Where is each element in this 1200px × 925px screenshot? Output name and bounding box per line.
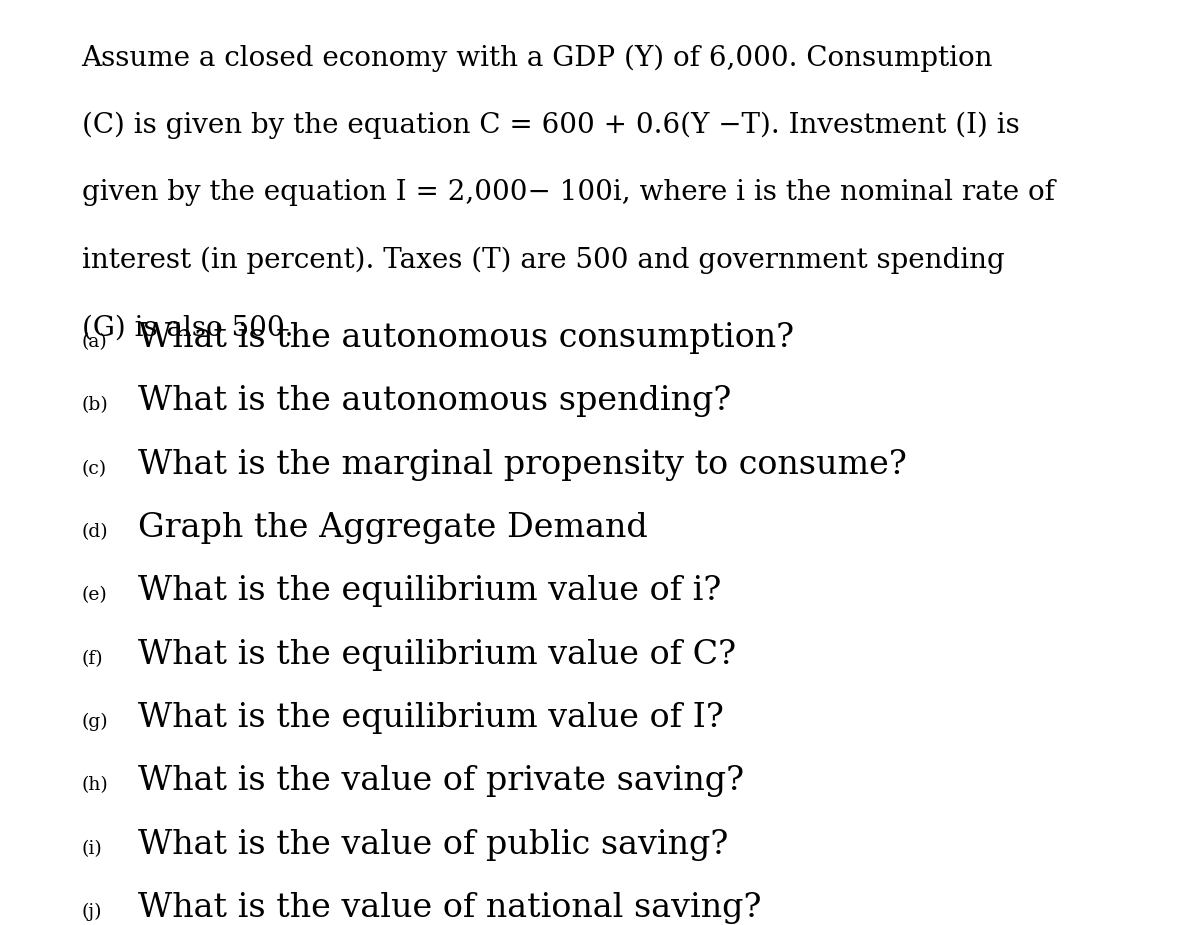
Text: What is the marginal propensity to consume?: What is the marginal propensity to consu… [138,449,907,481]
Text: (i): (i) [82,840,102,857]
Text: (c): (c) [82,460,107,477]
Text: (g): (g) [82,713,108,731]
Text: (j): (j) [82,903,102,921]
Text: (a): (a) [82,333,107,351]
Text: (b): (b) [82,396,108,414]
Text: What is the value of private saving?: What is the value of private saving? [138,765,744,797]
Text: (e): (e) [82,586,107,604]
Text: Graph the Aggregate Demand: Graph the Aggregate Demand [138,512,648,544]
Text: What is the value of national saving?: What is the value of national saving? [138,892,762,924]
Text: What is the equilibrium value of C?: What is the equilibrium value of C? [138,638,736,671]
Text: (f): (f) [82,649,103,668]
Text: (h): (h) [82,776,108,795]
Text: What is the autonomous spending?: What is the autonomous spending? [138,385,731,417]
Text: (d): (d) [82,523,108,541]
Text: What is the value of public saving?: What is the value of public saving? [138,829,728,861]
Text: (G) is also 500.: (G) is also 500. [82,314,293,341]
Text: (C) is given by the equation C = 600 + 0.6(Y −T). Investment (I) is: (C) is given by the equation C = 600 + 0… [82,112,1019,140]
Text: Assume a closed economy with a GDP (Y) of 6,000. Consumption: Assume a closed economy with a GDP (Y) o… [82,44,994,72]
Text: interest (in percent). Taxes (T) are 500 and government spending: interest (in percent). Taxes (T) are 500… [82,247,1004,275]
Text: What is the equilibrium value of I?: What is the equilibrium value of I? [138,702,724,734]
Text: What is the autonomous consumption?: What is the autonomous consumption? [138,322,794,354]
Text: given by the equation I = 2,000− 100i, where i is the nominal rate of: given by the equation I = 2,000− 100i, w… [82,179,1055,206]
Text: What is the equilibrium value of i?: What is the equilibrium value of i? [138,575,721,608]
